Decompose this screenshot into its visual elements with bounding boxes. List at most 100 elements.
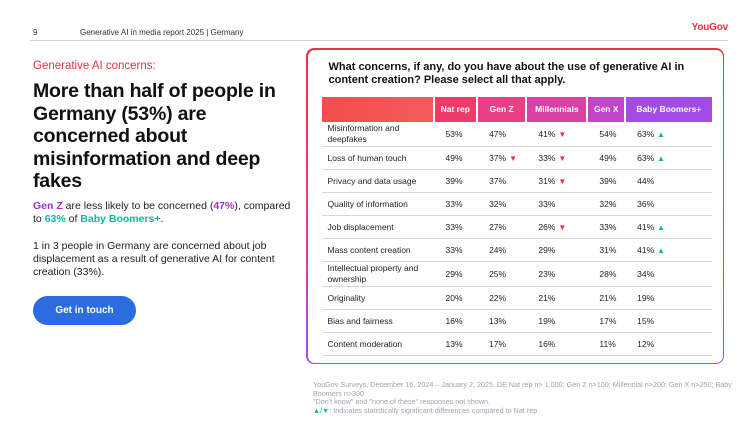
cell-value: 32%	[599, 199, 617, 209]
concerns-table: Nat rep Gen Z Millennials Gen X Baby Boomers…	[321, 96, 712, 356]
table-cell: 37%	[477, 169, 527, 193]
table-cell: 29%	[526, 238, 588, 262]
table-cell: 33% ▼	[526, 146, 588, 170]
cell-value: 39%	[599, 176, 617, 186]
table-cell: 19%	[625, 286, 712, 310]
table-cell: 63% ▲	[625, 121, 712, 147]
table-row: Loss of human touch 49% 37% ▼ 33% ▼ 49% 63% ▲	[321, 146, 712, 170]
gen-z-highlight: Gen Z	[33, 200, 63, 212]
arrow-up-icon: ▲	[657, 246, 666, 255]
table-cell: 41% ▼	[526, 121, 588, 147]
gen-z-percentage: 47%	[213, 200, 235, 212]
report-title: Generative AI in media report 2025 | Ger…	[80, 28, 244, 37]
table-cell: 47%	[477, 121, 527, 147]
cell-value: 49%	[599, 153, 617, 163]
table-cell: 33%	[433, 215, 478, 239]
cell-value: 33%	[538, 199, 556, 209]
table-cell: 26% ▼	[526, 215, 588, 239]
cell-value: 49%	[445, 153, 463, 163]
cell-value: 36%	[637, 199, 655, 209]
row-label: Originality	[321, 286, 434, 310]
cell-value: 39%	[445, 176, 463, 186]
table-cell: 25%	[477, 261, 527, 287]
footnote: YouGov Surveys, December 16, 2024 – Janu…	[313, 380, 738, 415]
survey-card: What concerns, if any, do you have about…	[306, 48, 724, 364]
table-cell: 13%	[477, 309, 527, 333]
table-cell: 16%	[526, 332, 588, 356]
table-row: Quality of information 33% 32% 33% 32% 36%	[321, 192, 712, 216]
table-cell: 32%	[587, 192, 626, 216]
table-cell: 29%	[433, 261, 478, 287]
table-header-row: Nat rep Gen Z Millennials Gen X Baby Boomers…	[321, 96, 712, 122]
table-cell: 37% ▼	[477, 146, 527, 170]
cell-value: 23%	[538, 269, 556, 279]
cell-value: 53%	[445, 128, 463, 139]
table-row: Content moderation 13% 17% 16% 11% 12%	[321, 332, 712, 356]
page-number: 9	[33, 28, 38, 37]
yougov-logo: YouGov	[691, 22, 729, 33]
cell-value: 27%	[489, 222, 507, 232]
table-cell: 20%	[433, 286, 478, 310]
significance-arrows-icon: ▲/▼	[313, 405, 330, 415]
boomers-highlight: Baby Boomers+	[80, 213, 161, 225]
cell-value: 26%	[538, 222, 556, 232]
row-label: Intellectual property and ownership	[321, 261, 434, 287]
table-cell: 53%	[433, 121, 478, 147]
table-cell: 41% ▲	[625, 215, 712, 239]
table-row: Misinformation and deepfakes 53% 47% 41% ▼ 54…	[321, 121, 712, 147]
job-displacement-paragraph: 1 in 3 people in Germany are concerned a…	[33, 240, 275, 278]
footnote-significance: ▲/▼: Indicates statistically significant…	[313, 405, 538, 415]
table-row: Bias and fairness 16% 13% 19% 17% 15%	[321, 309, 712, 333]
row-label: Content moderation	[321, 332, 434, 356]
cell-value: 37%	[489, 176, 507, 186]
table-cell: 34%	[625, 261, 712, 287]
table-cell: 39%	[433, 169, 478, 193]
table-cell: 12%	[625, 332, 712, 356]
get-in-touch-button[interactable]: Get in touch	[33, 296, 136, 325]
cell-value: 33%	[538, 153, 556, 163]
table-cell: 21%	[587, 286, 626, 310]
table-cell: 31%	[587, 238, 626, 262]
column-header: Baby Boomers+	[624, 96, 712, 122]
row-label: Privacy and data usage	[321, 169, 434, 193]
cell-value: 16%	[445, 316, 463, 326]
row-label: Bias and fairness	[321, 309, 434, 333]
table-cell: 13%	[433, 332, 478, 356]
row-label: Misinformation and deepfakes	[321, 121, 434, 147]
column-header: Millennials	[525, 96, 588, 122]
column-header: Nat rep	[432, 96, 478, 122]
cell-value: 15%	[637, 316, 655, 326]
cell-value: 12%	[637, 339, 655, 349]
cell-value: 21%	[538, 293, 556, 303]
arrow-down-icon: ▼	[558, 154, 567, 163]
arrow-down-icon: ▼	[558, 177, 567, 186]
table-cell: 28%	[587, 261, 626, 287]
table-cell: 11%	[587, 332, 626, 356]
survey-question: What concerns, if any, do you have about…	[328, 60, 685, 87]
cell-value: 13%	[445, 339, 463, 349]
table-cell: 31% ▼	[526, 169, 588, 193]
table-cell: 33%	[433, 192, 478, 216]
table-cell: 22%	[477, 286, 527, 310]
table-cell: 21%	[526, 286, 588, 310]
arrow-down-icon: ▼	[558, 129, 567, 139]
table-cell: 49%	[587, 146, 626, 170]
cell-value: 20%	[445, 293, 463, 303]
table-row: Originality 20% 22% 21% 21% 19%	[321, 286, 712, 310]
row-label: Quality of information	[321, 192, 434, 216]
table-cell: 23%	[526, 261, 588, 287]
table-cell: 33%	[433, 238, 478, 262]
footnote-source: YouGov Surveys, December 16, 2024 – Janu…	[313, 380, 732, 398]
cell-value: 31%	[538, 176, 556, 186]
cell-value: 19%	[538, 316, 556, 326]
arrow-up-icon: ▲	[657, 129, 666, 139]
header-divider	[30, 40, 728, 41]
arrow-down-icon: ▼	[558, 223, 567, 232]
cell-value: 29%	[538, 245, 556, 255]
cell-value: 37%	[489, 153, 507, 163]
cell-value: 33%	[445, 222, 463, 232]
table-cell: 32%	[477, 192, 527, 216]
section-kicker: Generative AI concerns:	[33, 60, 156, 72]
cell-value: 41%	[637, 245, 655, 255]
table-cell: 54%	[587, 121, 626, 147]
